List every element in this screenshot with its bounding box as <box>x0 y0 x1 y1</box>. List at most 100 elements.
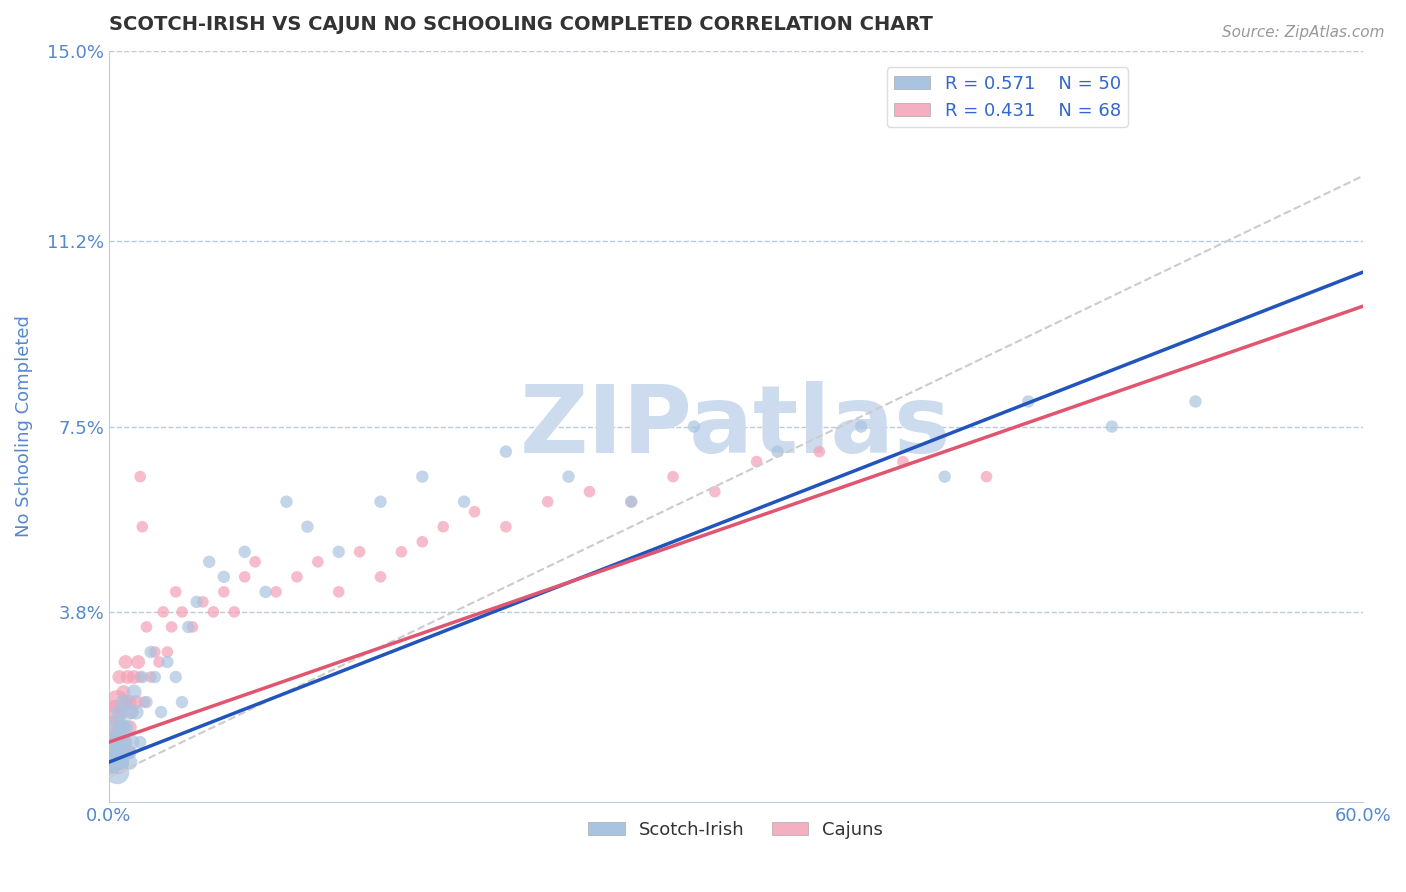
Y-axis label: No Schooling Completed: No Schooling Completed <box>15 316 32 538</box>
Point <box>328 545 350 559</box>
Point <box>108 720 131 734</box>
Point <box>110 705 132 719</box>
Point <box>105 755 128 769</box>
Point <box>186 595 208 609</box>
Point <box>108 745 131 759</box>
Point <box>297 520 319 534</box>
Point <box>160 620 183 634</box>
Point <box>156 645 179 659</box>
Point <box>578 484 600 499</box>
Point <box>112 745 135 759</box>
Point <box>108 745 131 759</box>
Point <box>121 735 143 749</box>
Point <box>370 494 392 508</box>
Point <box>108 670 131 684</box>
Point <box>703 484 725 499</box>
Point <box>1101 419 1123 434</box>
Point <box>411 469 433 483</box>
Point <box>464 505 486 519</box>
Point <box>105 735 128 749</box>
Point <box>104 705 127 719</box>
Point <box>135 620 157 634</box>
Point <box>118 745 141 759</box>
Point <box>934 469 956 483</box>
Point <box>976 469 998 483</box>
Point <box>453 494 475 508</box>
Text: Source: ZipAtlas.com: Source: ZipAtlas.com <box>1222 25 1385 40</box>
Point <box>131 670 153 684</box>
Point <box>891 455 914 469</box>
Point <box>233 545 256 559</box>
Point <box>170 695 193 709</box>
Point <box>125 705 148 719</box>
Legend: Scotch-Irish, Cajuns: Scotch-Irish, Cajuns <box>581 814 890 846</box>
Point <box>212 570 235 584</box>
Point <box>243 555 266 569</box>
Point <box>620 494 643 508</box>
Point <box>745 455 768 469</box>
Point <box>134 695 156 709</box>
Point <box>285 570 308 584</box>
Point <box>766 444 789 458</box>
Point <box>105 695 128 709</box>
Point <box>104 735 127 749</box>
Point <box>276 494 298 508</box>
Text: SCOTCH-IRISH VS CAJUN NO SCHOOLING COMPLETED CORRELATION CHART: SCOTCH-IRISH VS CAJUN NO SCHOOLING COMPL… <box>108 15 932 34</box>
Point <box>110 755 132 769</box>
Point <box>114 655 136 669</box>
Point <box>328 585 350 599</box>
Point <box>177 620 200 634</box>
Point <box>117 745 139 759</box>
Point <box>118 705 141 719</box>
Point <box>370 570 392 584</box>
Point <box>112 735 135 749</box>
Point <box>121 705 143 719</box>
Point <box>110 735 132 749</box>
Point <box>117 745 139 759</box>
Point <box>165 585 187 599</box>
Point <box>104 745 127 759</box>
Point <box>139 670 162 684</box>
Point <box>143 670 166 684</box>
Point <box>135 695 157 709</box>
Point <box>191 595 214 609</box>
Point <box>156 655 179 669</box>
Point <box>114 720 136 734</box>
Point <box>101 745 124 759</box>
Point <box>683 419 706 434</box>
Point <box>411 534 433 549</box>
Point <box>110 720 132 734</box>
Point <box>307 555 329 569</box>
Point <box>101 755 124 769</box>
Point <box>148 655 170 669</box>
Point <box>125 695 148 709</box>
Point <box>112 695 135 709</box>
Point <box>1017 394 1039 409</box>
Point <box>495 520 517 534</box>
Point <box>122 670 145 684</box>
Point <box>1184 394 1206 409</box>
Point <box>198 555 221 569</box>
Point <box>537 494 560 508</box>
Point <box>165 670 187 684</box>
Point <box>264 585 287 599</box>
Point <box>112 720 135 734</box>
Point <box>122 685 145 699</box>
Point <box>118 720 141 734</box>
Point <box>181 620 204 634</box>
Point <box>495 444 517 458</box>
Point <box>233 570 256 584</box>
Point <box>129 735 152 749</box>
Point <box>101 720 124 734</box>
Point <box>212 585 235 599</box>
Point <box>349 545 371 559</box>
Point <box>104 755 127 769</box>
Point <box>117 670 139 684</box>
Point <box>152 605 174 619</box>
Point <box>170 605 193 619</box>
Point <box>108 705 131 719</box>
Point <box>254 585 277 599</box>
Text: ZIPatlas: ZIPatlas <box>520 381 952 473</box>
Point <box>224 605 246 619</box>
Point <box>432 520 454 534</box>
